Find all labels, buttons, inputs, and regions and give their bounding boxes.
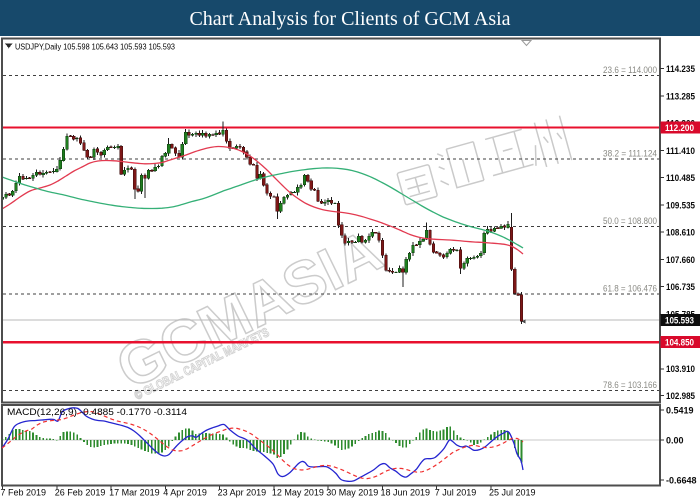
svg-text:112.200: 112.200: [665, 123, 694, 133]
svg-text:4 Apr 2019: 4 Apr 2019: [163, 488, 207, 498]
svg-text:7 Feb 2019: 7 Feb 2019: [1, 488, 47, 498]
svg-text:23.6 = 114.000: 23.6 = 114.000: [603, 65, 657, 75]
svg-text:103.910: 103.910: [666, 364, 695, 374]
svg-text:0.00: 0.00: [666, 435, 684, 445]
svg-text:114.235: 114.235: [666, 64, 695, 74]
svg-text:107.660: 107.660: [666, 255, 695, 265]
svg-text:108.610: 108.610: [666, 228, 695, 238]
svg-text:MACD(12,26,9) -0.4885 -0.1770: MACD(12,26,9) -0.4885 -0.1770 -0.3114: [7, 407, 187, 418]
svg-text:111.410: 111.410: [666, 146, 695, 156]
svg-text:38.2 = 111.124: 38.2 = 111.124: [603, 148, 657, 158]
svg-text:25 Jul 2019: 25 Jul 2019: [489, 488, 536, 498]
svg-text:7 Jul 2019: 7 Jul 2019: [435, 488, 477, 498]
svg-text:Chart Analysis for Clients of: Chart Analysis for Clients of GCM Asia: [189, 8, 510, 30]
svg-text:USDJPY,Daily 105.598 105.643: USDJPY,Daily 105.598 105.643 105.593 105…: [15, 41, 175, 51]
svg-text:26 Feb 2019: 26 Feb 2019: [55, 488, 106, 498]
svg-text:109.535: 109.535: [666, 201, 695, 211]
svg-text:105.593: 105.593: [665, 316, 694, 326]
svg-text:23 Apr 2019: 23 Apr 2019: [218, 488, 267, 498]
svg-text:61.8 = 106.476: 61.8 = 106.476: [603, 284, 657, 294]
svg-text:78.6 = 103.166: 78.6 = 103.166: [603, 380, 657, 390]
svg-text:102.985: 102.985: [666, 391, 695, 401]
svg-text:113.285: 113.285: [666, 92, 695, 102]
svg-text:0.5419: 0.5419: [666, 405, 694, 415]
svg-text:18 Jun 2019: 18 Jun 2019: [381, 488, 431, 498]
svg-text:17 Mar 2019: 17 Mar 2019: [109, 488, 160, 498]
svg-text:12 May 2019: 12 May 2019: [272, 488, 324, 498]
svg-text:110.485: 110.485: [666, 173, 695, 183]
svg-text:106.735: 106.735: [666, 282, 695, 292]
svg-text:104.850: 104.850: [665, 338, 694, 348]
svg-text:-0.6648: -0.6648: [666, 475, 697, 485]
svg-text:30 May 2019: 30 May 2019: [326, 488, 378, 498]
svg-text:50.0 = 108.800: 50.0 = 108.800: [603, 216, 657, 226]
